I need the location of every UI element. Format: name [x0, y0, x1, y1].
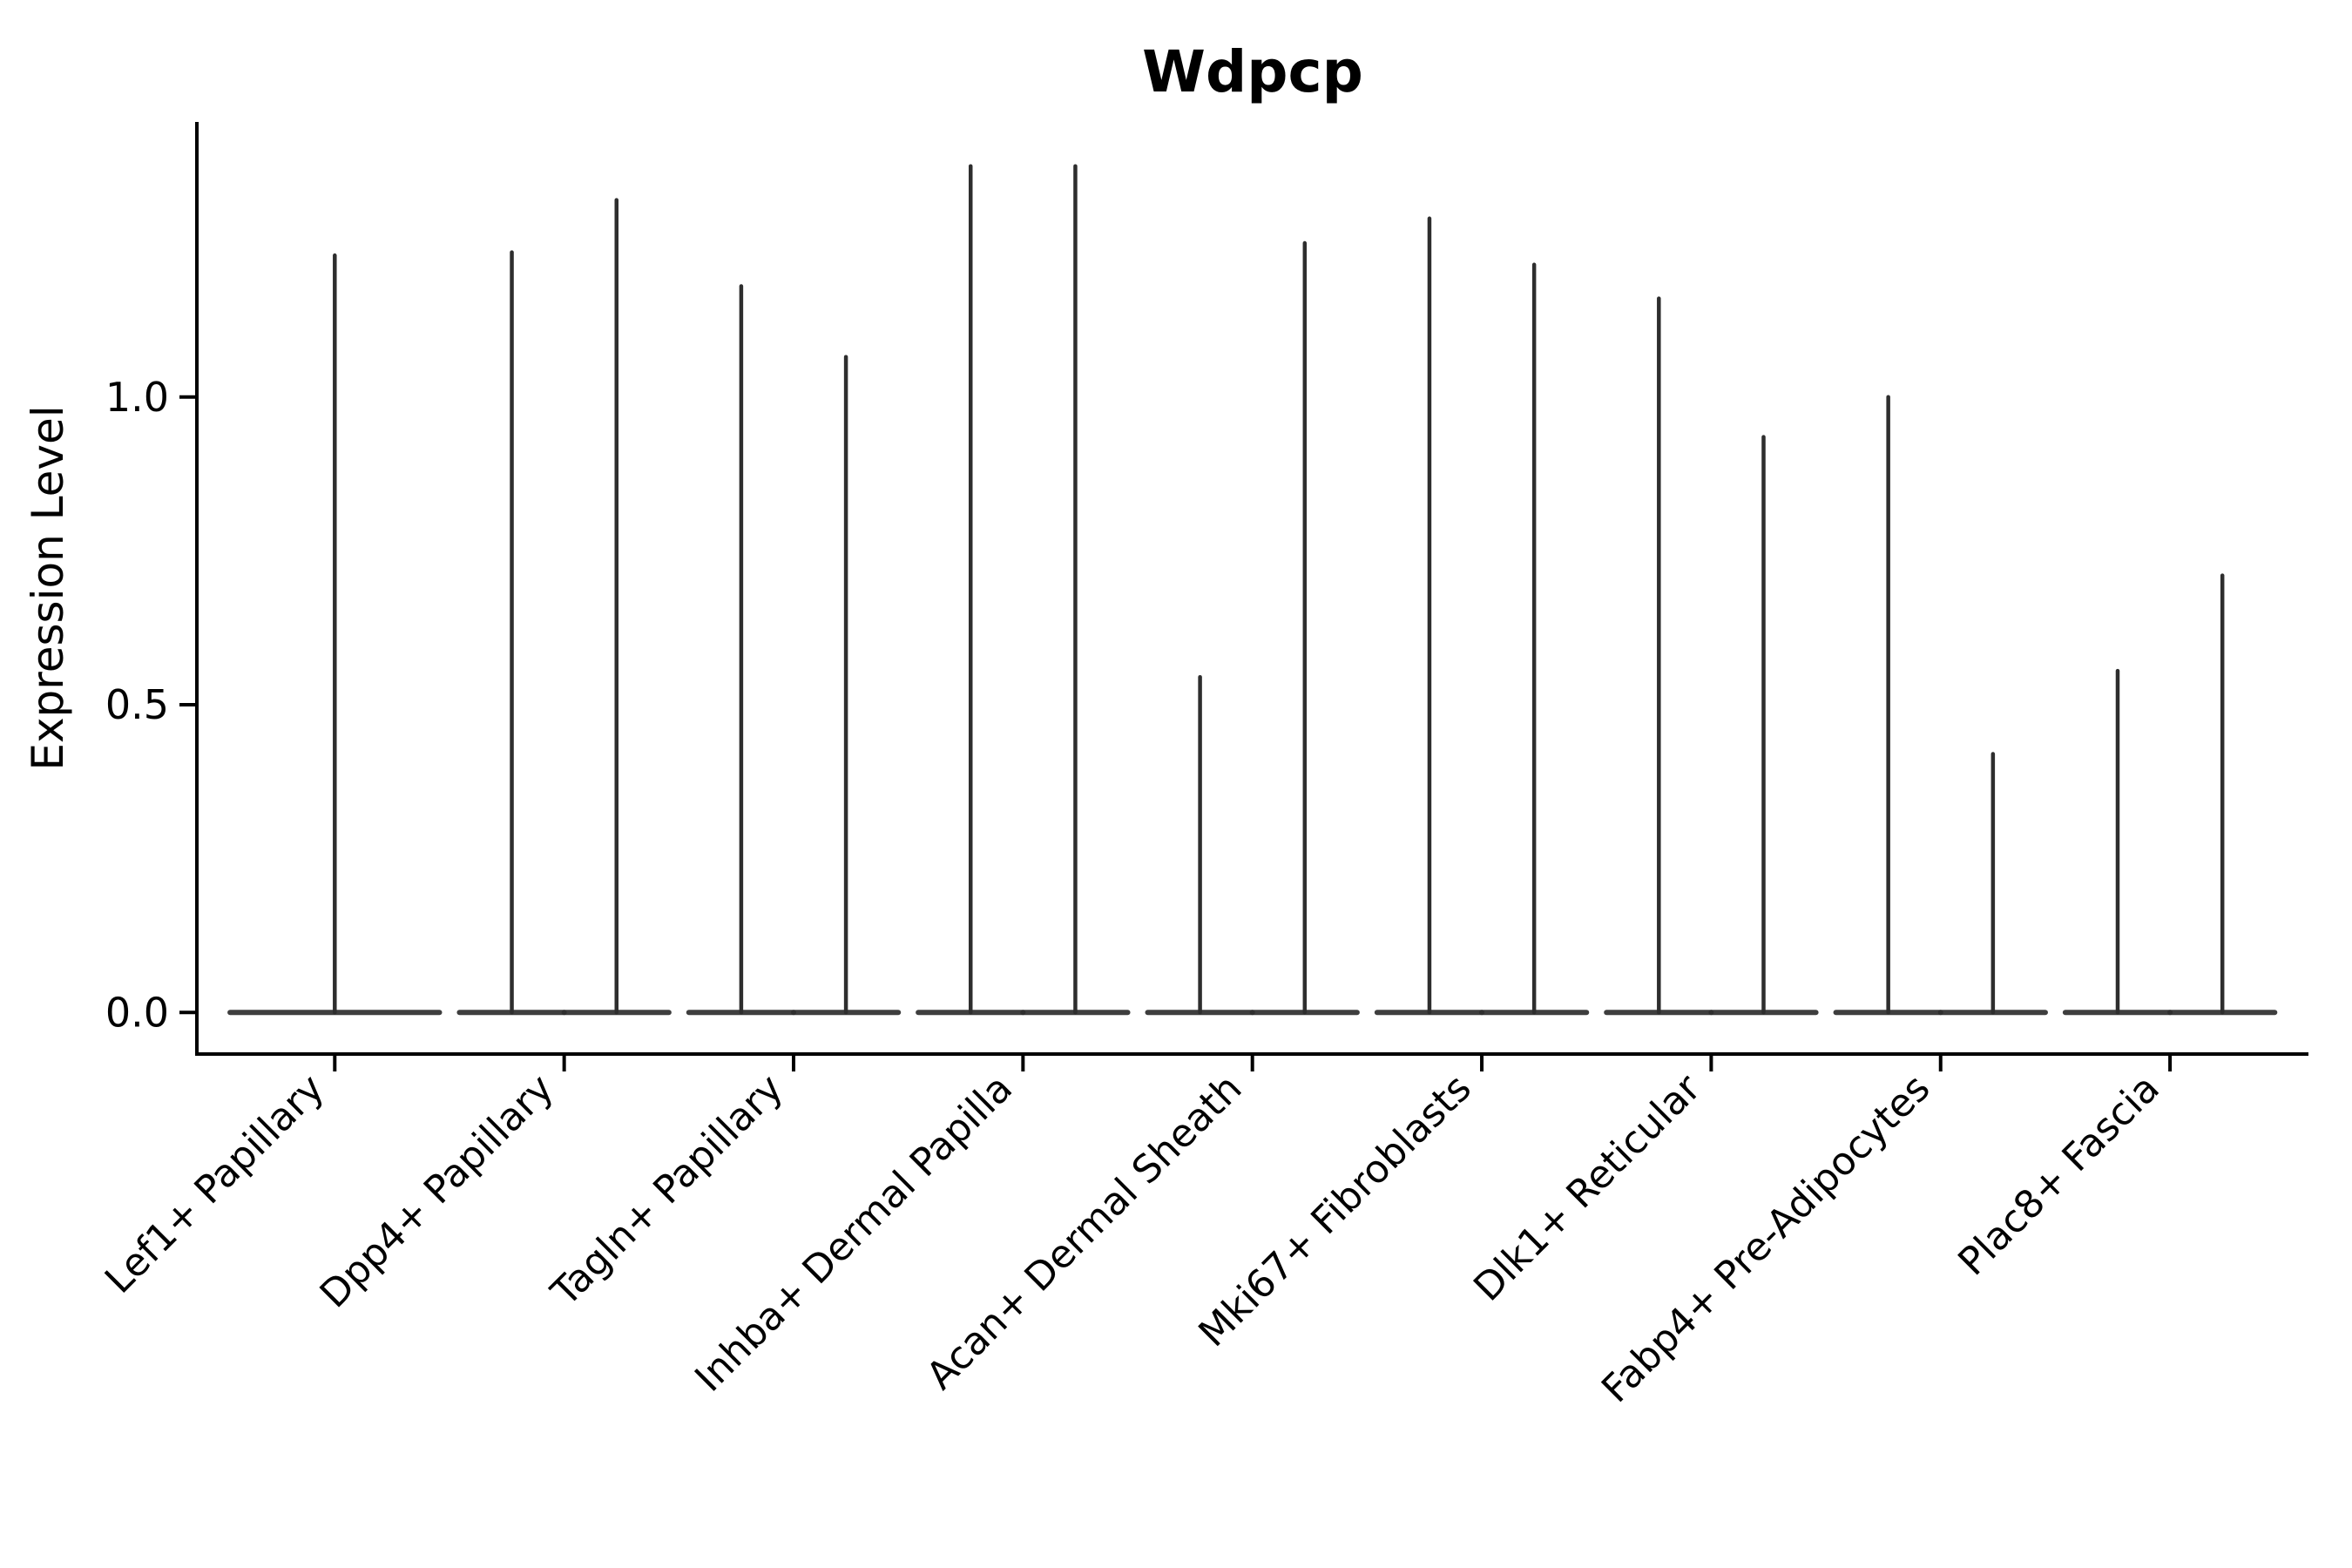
axis-spines: [195, 122, 2308, 1056]
chart-title: Wdpcp: [1142, 38, 1363, 105]
y-tick-label: 0.0: [105, 989, 169, 1036]
y-axis-label: Expression Level: [23, 405, 73, 770]
y-tick-label: 1.0: [105, 374, 169, 421]
y-tick-label: 0.5: [105, 681, 169, 728]
